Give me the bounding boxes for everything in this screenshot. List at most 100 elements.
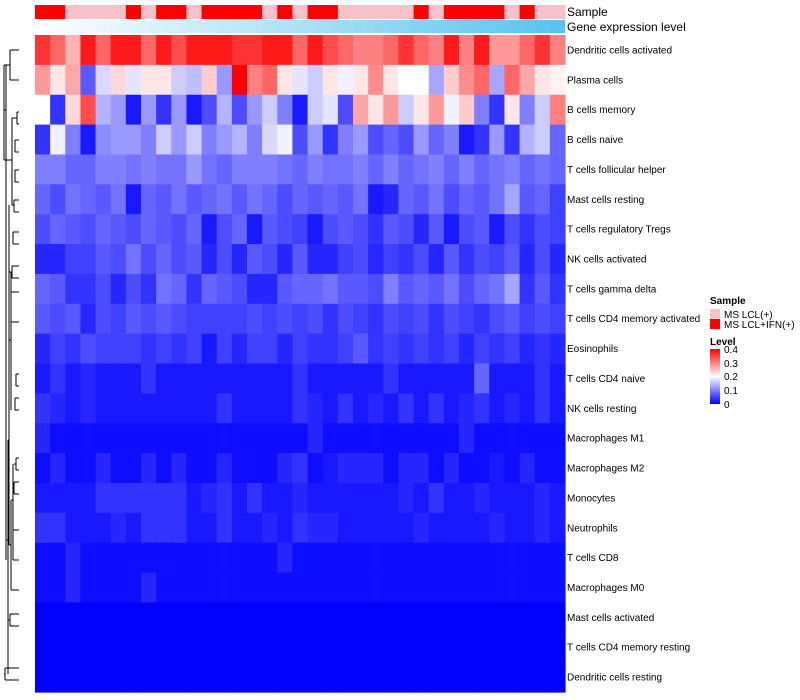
heatmap-cell [110, 602, 127, 633]
heatmap-cell [534, 602, 551, 633]
heatmap-cell [247, 184, 263, 215]
heatmap-cell [247, 303, 263, 335]
heatmap-cell [489, 35, 506, 66]
heatmap-cell [398, 154, 415, 185]
gene-expression-annotation-bar [35, 20, 565, 33]
heatmap-cell [368, 184, 384, 215]
heatmap-cell [110, 632, 127, 663]
heatmap-cell [110, 453, 127, 484]
dendrogram-branch [13, 457, 19, 495]
heatmap-cell [35, 124, 51, 156]
heatmap-cell [322, 273, 339, 305]
heatmap-cell [80, 124, 97, 156]
heatmap-cell [247, 453, 263, 484]
heatmap-cell [231, 154, 248, 185]
heatmap-cell [459, 214, 475, 245]
heatmap-cell [443, 363, 460, 394]
heatmap-cell [489, 632, 506, 663]
heatmap-cell [35, 542, 51, 574]
heatmap-cell [186, 184, 203, 215]
heatmap-cell [216, 333, 233, 365]
heatmap-cell [125, 662, 142, 693]
heatmap-cell [368, 542, 384, 574]
heatmap-cell [534, 64, 551, 96]
heatmap-cell [65, 64, 82, 96]
heatmap-cell [504, 124, 521, 156]
heatmap-cell [519, 512, 536, 544]
heatmap-cell [428, 453, 445, 484]
level-tick-label: 0.3 [724, 359, 738, 370]
sample-annotation-cell [353, 5, 369, 19]
heatmap-cell [216, 542, 233, 574]
heatmap-cell [231, 244, 248, 275]
heatmap-cell [459, 423, 475, 454]
heatmap-cell [50, 303, 66, 335]
heatmap-cell [231, 214, 248, 245]
heatmap-cell [337, 64, 354, 96]
dendrogram-branch [11, 265, 19, 279]
heatmap-cell [413, 244, 430, 275]
heatmap-cell [534, 453, 551, 484]
heatmap-cell [141, 94, 157, 126]
heatmap-cell [141, 35, 157, 66]
heatmap-cell [292, 333, 309, 365]
heatmap-cell [141, 64, 157, 96]
heatmap-cell [277, 303, 294, 335]
heatmap-cell [398, 244, 415, 275]
heatmap-cell [489, 214, 506, 245]
heatmap-cell [474, 124, 490, 156]
heatmap-cell [110, 303, 127, 335]
heatmap-cell [549, 363, 566, 394]
row-label: Dendritic cells activated [567, 45, 672, 56]
heatmap-cell [80, 632, 97, 663]
heatmap-cell [292, 273, 309, 305]
sample-annotation-cell [443, 5, 460, 19]
heatmap-cell [353, 632, 369, 663]
heatmap-cell [65, 482, 82, 514]
heatmap-cell [231, 423, 248, 454]
heatmap-cell [489, 572, 506, 604]
heatmap-cell [125, 124, 142, 156]
heatmap-cell [383, 602, 400, 633]
heatmap-cell [277, 184, 294, 215]
heatmap-cell [443, 482, 460, 514]
heatmap-cell [141, 602, 157, 633]
heatmap-cell [110, 542, 127, 574]
heatmap-cell [125, 482, 142, 514]
heatmap-cell [35, 94, 51, 126]
heatmap-cell [125, 542, 142, 574]
heatmap-cell [95, 632, 112, 663]
heatmap-cell [322, 482, 339, 514]
heatmap-cell [489, 602, 506, 633]
heatmap-cell [459, 542, 475, 574]
sample-annotation-cell [277, 5, 294, 19]
heatmap-cell [398, 393, 415, 424]
heatmap-cell [247, 244, 263, 275]
heatmap-cell [413, 632, 430, 663]
heatmap-cell [307, 602, 324, 633]
heatmap-cell [353, 393, 369, 424]
heatmap-cell [307, 154, 324, 185]
heatmap-cell [171, 662, 188, 693]
heatmap-cell [141, 423, 157, 454]
heatmap-cell [231, 453, 248, 484]
heatmap-cell [262, 662, 278, 693]
heatmap-cell [519, 453, 536, 484]
row-label: Macrophages M1 [567, 434, 645, 445]
row-label: Neutrophils [567, 523, 618, 534]
heatmap-cell [216, 94, 233, 126]
heatmap-cell [141, 154, 157, 185]
heatmap-cell [277, 512, 294, 544]
heatmap-cell [80, 602, 97, 633]
heatmap-cell [65, 244, 82, 275]
heatmap-cell [171, 214, 188, 245]
heatmap-cell [337, 94, 354, 126]
heatmap-cell [292, 542, 309, 574]
heatmap-cell [95, 512, 112, 544]
heatmap-cell [474, 363, 490, 394]
heatmap-cell [534, 214, 551, 245]
heatmap-cell [65, 303, 82, 335]
heatmap-cell [292, 602, 309, 633]
heatmap-cell [398, 214, 415, 245]
heatmap-cell [292, 363, 309, 394]
